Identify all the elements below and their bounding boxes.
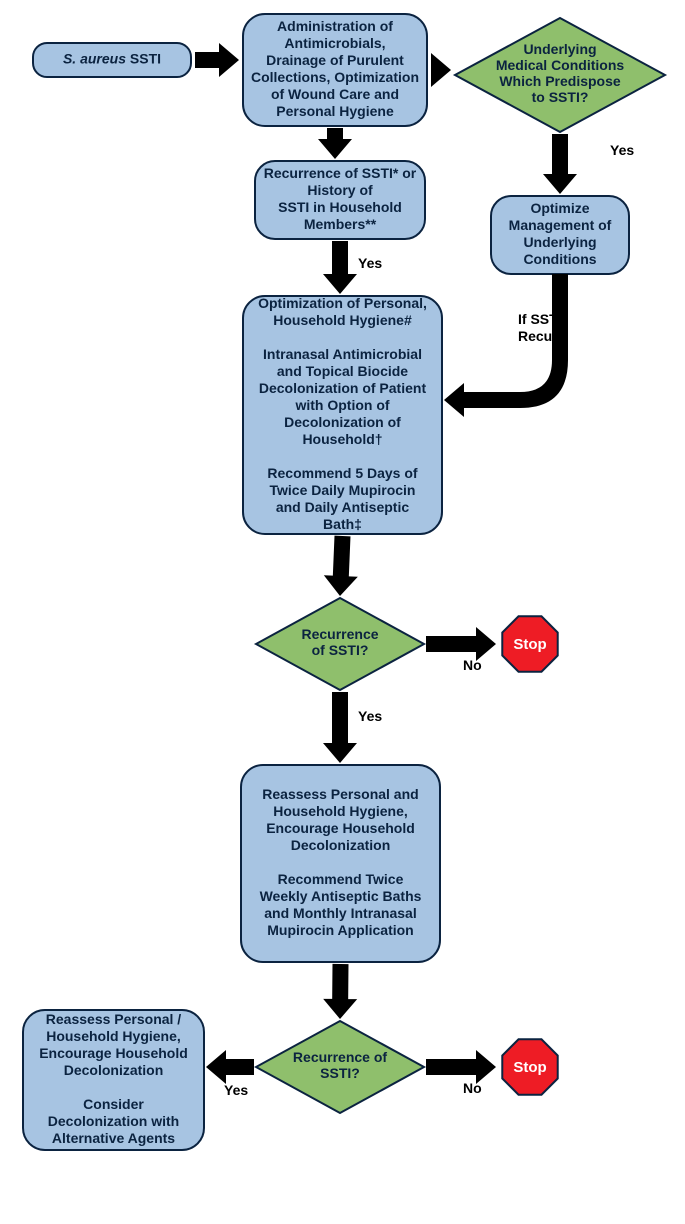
edge-no-2: No xyxy=(463,1080,482,1096)
edge-yes-1: Yes xyxy=(610,142,634,158)
edge-if-ssti: If SSTI xyxy=(518,311,562,327)
edge-yes-2: Yes xyxy=(358,255,382,271)
edge-yes-3: Yes xyxy=(358,708,382,724)
edge-no-1: No xyxy=(463,657,482,673)
flowchart-canvas: S. aureus SSTIAdministration ofAntimicro… xyxy=(0,0,685,1224)
node-saureus-ssti-label: S. aureus SSTI xyxy=(63,51,161,67)
stop-2-label: Stop xyxy=(513,1059,546,1076)
stop-1-label: Stop xyxy=(513,636,546,653)
edge-yes-4: Yes xyxy=(224,1082,248,1098)
edge-recurs: Recurs xyxy=(518,328,566,344)
decision-recurrence-1-label: Recurrenceof SSTI? xyxy=(301,626,378,658)
